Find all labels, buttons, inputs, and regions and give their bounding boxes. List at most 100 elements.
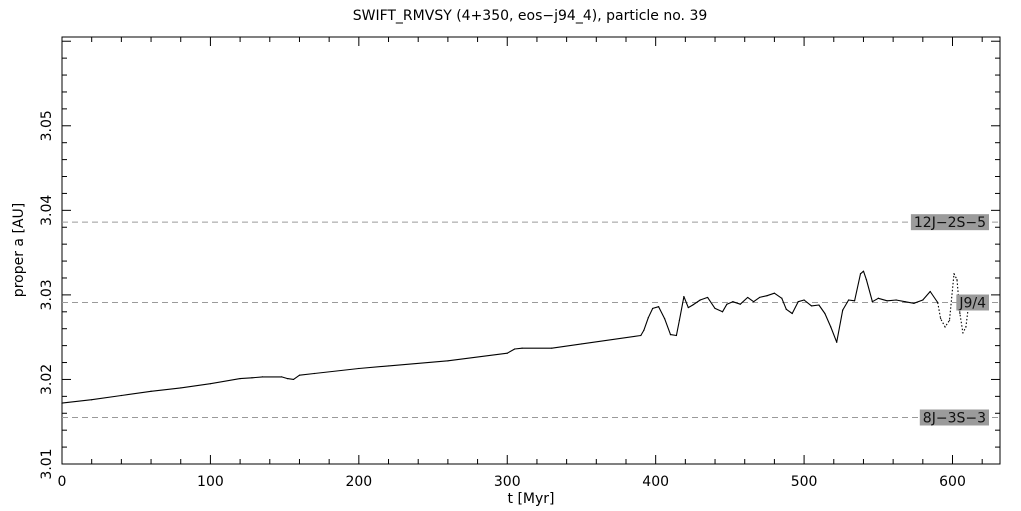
data-point — [803, 299, 805, 301]
data-point — [940, 317, 942, 320]
resonance-label-text: 12J−2S−5 — [914, 215, 986, 231]
data-point — [922, 299, 924, 301]
data-point — [699, 299, 701, 301]
resonance-label: 12J−2S−5 — [910, 214, 989, 231]
data-point — [358, 367, 360, 370]
data-point — [944, 326, 946, 328]
series-layer — [61, 270, 983, 404]
data-point — [721, 311, 724, 313]
data-point — [292, 378, 295, 381]
data-point — [929, 290, 931, 293]
resonance-label-text: 8J−3S−3 — [923, 410, 986, 426]
data-point — [862, 270, 865, 272]
plot-frame — [61, 36, 1001, 465]
data-point — [937, 301, 939, 304]
data-point — [643, 329, 645, 332]
resonance-label-box — [910, 214, 989, 231]
resonance-layer — [62, 221, 1000, 418]
data-point — [797, 301, 799, 303]
data-point — [886, 300, 888, 302]
data-point — [853, 300, 856, 302]
data-point — [913, 302, 915, 304]
y-tick-label: 3.03 — [39, 279, 55, 310]
y-tick-label: 3.02 — [39, 364, 55, 395]
resonance-label-box — [956, 294, 989, 311]
data-point — [298, 374, 301, 376]
data-point — [758, 296, 761, 299]
data-point — [962, 332, 964, 334]
data-point — [707, 296, 709, 299]
data-point — [842, 309, 844, 311]
data-point — [447, 360, 449, 362]
data-point — [714, 307, 716, 310]
data-point — [824, 312, 826, 315]
y-tick-label: 3.05 — [39, 110, 55, 141]
data-point — [818, 304, 820, 306]
data-point — [785, 308, 787, 310]
data-point — [180, 387, 182, 389]
data-point — [652, 307, 654, 310]
data-point — [859, 273, 862, 275]
resonance-label: J9/4 — [956, 294, 989, 312]
data-point — [281, 376, 283, 378]
data-point — [726, 303, 728, 305]
data-point — [61, 402, 63, 404]
data-point — [209, 383, 212, 385]
data-point — [753, 301, 755, 303]
data-point — [678, 319, 681, 321]
data-point — [150, 390, 152, 392]
y-axis-label: proper a [AU] — [11, 203, 27, 297]
data-point — [810, 305, 813, 307]
data-point — [120, 394, 122, 397]
data-point — [683, 295, 685, 298]
y-tick-label: 3.01 — [39, 448, 55, 479]
data-point — [669, 334, 672, 336]
data-point — [773, 292, 776, 294]
data-point — [261, 376, 263, 378]
resonance-label-layer: 12J−2S−5 J9/4 8J−3S−3 — [910, 214, 989, 426]
data-point — [747, 296, 749, 299]
data-point — [732, 301, 734, 303]
x-tick-label: 200 — [345, 474, 372, 490]
data-point — [551, 347, 553, 349]
resonance-label: 8J−3S−3 — [919, 409, 989, 426]
data-point — [91, 399, 93, 401]
data-point — [692, 304, 694, 306]
data-point — [766, 295, 768, 297]
x-tick-label: 600 — [939, 474, 966, 490]
data-point — [580, 343, 583, 345]
data-point — [647, 317, 649, 319]
data-point — [663, 317, 666, 320]
data-point — [895, 299, 897, 301]
tick-layer: 0 100 200 300 400 500 600 3.01 3.02 3.03 3.04 3.05 — [39, 37, 1000, 490]
y-tick-label: 3.04 — [39, 195, 55, 226]
data-point — [830, 326, 832, 328]
data-point — [514, 348, 516, 350]
data-point — [521, 347, 523, 349]
data-point — [948, 319, 951, 321]
x-tick-label: 0 — [58, 474, 67, 490]
data-point — [739, 303, 741, 305]
data-point — [871, 301, 873, 303]
resonance-label-text: J9/4 — [958, 296, 986, 312]
data-point — [239, 378, 241, 380]
resonance-label-box — [919, 409, 989, 426]
chart-title: SWIFT_RMVSY (4+350, eos−j94_4), particle… — [353, 8, 708, 24]
data-point — [865, 279, 868, 281]
data-point — [965, 326, 967, 328]
x-tick-label: 100 — [197, 474, 224, 490]
data-point — [956, 279, 958, 281]
series-line — [61, 270, 939, 404]
data-point — [836, 341, 838, 343]
data-point — [959, 312, 961, 315]
data-point — [658, 306, 660, 308]
x-axis-label: t [Myr] — [508, 491, 555, 507]
data-point — [286, 378, 289, 380]
data-point — [675, 334, 678, 337]
x-tick-label: 300 — [494, 474, 521, 490]
x-tick-label: 400 — [642, 474, 669, 490]
data-point — [848, 299, 850, 301]
data-point — [640, 334, 642, 337]
data-point — [953, 273, 955, 275]
